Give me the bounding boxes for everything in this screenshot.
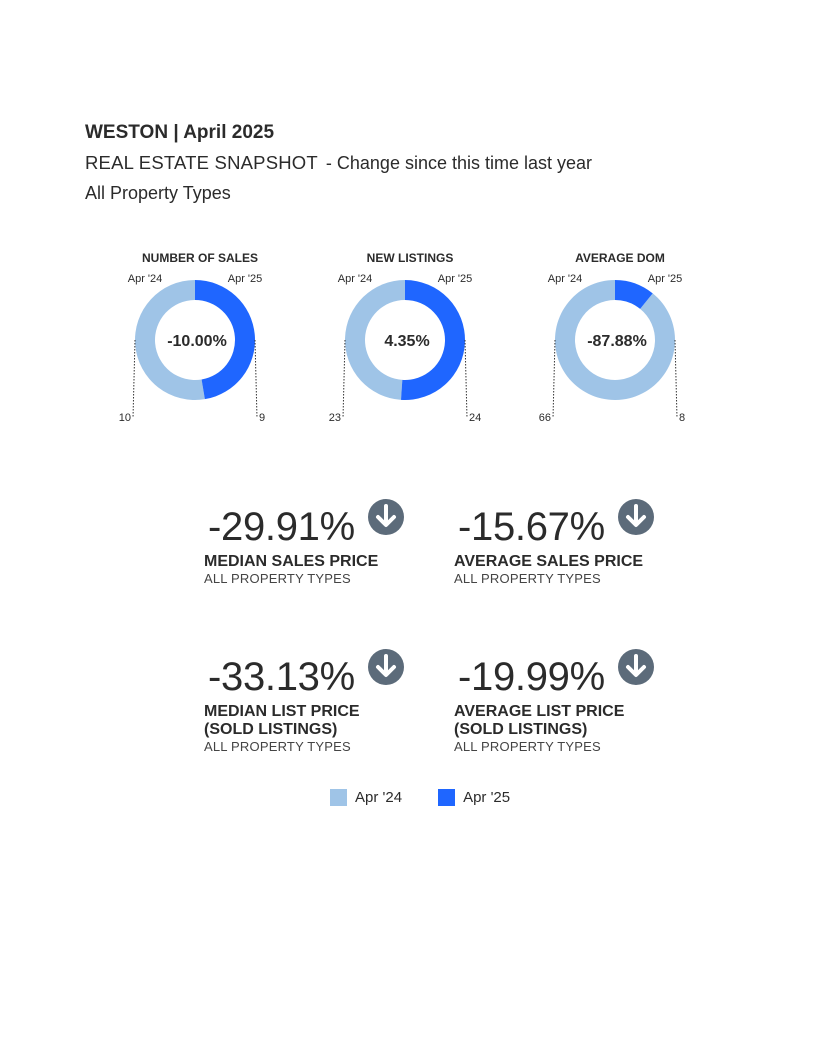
stat-median-list-price: -33.13% MEDIAN LIST PRICE (SOLD LISTINGS…	[204, 649, 444, 754]
donut-period-label: Apr '24	[338, 273, 373, 285]
chart-legend: Apr '24 Apr '25	[330, 789, 546, 806]
donut-chart-3: AVERAGE DOM Apr '24 Apr '25 -87.88% 66 8	[539, 251, 685, 424]
down-arrow-icon	[618, 499, 654, 535]
legend-item-prior: Apr '24	[330, 789, 402, 806]
leader-line	[464, 339, 468, 419]
donut-value-current: 24	[469, 412, 481, 424]
donut-value-prior: 10	[119, 412, 131, 424]
donut-center-label: 4.35%	[384, 333, 429, 350]
legend-label: Apr '25	[463, 789, 511, 806]
donut-slice-current	[615, 280, 653, 309]
donut-chart-2: NEW LISTINGS Apr '24 Apr '25 4.35% 23 24	[329, 251, 482, 424]
legend-label: Apr '24	[355, 789, 403, 806]
stat-value: -29.91%	[208, 505, 355, 549]
donut-center-label: -10.00%	[167, 333, 227, 350]
property-types-label: All Property Types	[85, 183, 231, 203]
leader-line	[254, 339, 258, 419]
donut-slice-prior	[344, 280, 405, 400]
stat-sub: ALL PROPERTY TYPES	[454, 739, 601, 754]
stat-median-sales-price: -29.91% MEDIAN SALES PRICE ALL PROPERTY …	[204, 499, 444, 586]
donut-period-label: Apr '25	[648, 273, 683, 285]
stat-sub: ALL PROPERTY TYPES	[204, 571, 351, 586]
blue-swatch-icon	[438, 789, 456, 806]
donut-period-label: Apr '24	[548, 273, 583, 285]
donut-slice-current	[195, 280, 255, 400]
stat-label: MEDIAN LIST PRICE	[204, 703, 360, 720]
donut-value-prior: 66	[539, 412, 551, 424]
stat-label: MEDIAN SALES PRICE	[204, 553, 379, 570]
donut-title: NUMBER OF SALES	[142, 251, 258, 265]
stat-value: -15.67%	[458, 505, 605, 549]
snapshot-label: REAL ESTATE SNAPSHOT	[85, 152, 318, 173]
change-note: - Change since this time last year	[325, 153, 593, 173]
donut-value-current: 8	[679, 412, 685, 424]
donut-title: AVERAGE DOM	[575, 251, 665, 265]
down-arrow-icon	[618, 649, 654, 685]
donut-chart-1: NUMBER OF SALES Apr '24 Apr '25 -10.00% 10 9	[119, 251, 265, 424]
donut-period-label: Apr '24	[128, 273, 163, 285]
donut-period-label: Apr '25	[438, 273, 473, 285]
stat-average-sales-price: -15.67% AVERAGE SALES PRICE ALL PROPERTY…	[454, 499, 694, 586]
down-arrow-icon	[368, 649, 404, 685]
stat-label-qualifier: (SOLD LISTINGS)	[204, 721, 338, 738]
stat-sub: ALL PROPERTY TYPES	[204, 739, 351, 754]
report-subheading: REAL ESTATE SNAPSHOT - Change since this …	[85, 151, 592, 175]
legend-item-current: Apr '25	[438, 789, 510, 806]
light-blue-swatch-icon	[330, 789, 347, 806]
donut-center-label: -87.88%	[587, 333, 647, 350]
stat-sub: ALL PROPERTY TYPES	[454, 571, 601, 586]
down-arrow-icon	[368, 499, 404, 535]
donut-slice-prior	[555, 280, 676, 400]
donut-value-prior: 23	[329, 412, 341, 424]
leader-line	[342, 339, 346, 419]
stat-value: -33.13%	[208, 655, 355, 699]
stat-label: AVERAGE SALES PRICE	[454, 553, 644, 570]
donut-slice-prior	[134, 280, 205, 400]
leader-line	[674, 339, 678, 419]
donut-period-label: Apr '25	[228, 273, 263, 285]
stat-value: -19.99%	[458, 655, 605, 699]
donut-title: NEW LISTINGS	[367, 251, 454, 265]
leader-line	[132, 339, 136, 419]
donut-slice-current	[400, 280, 465, 400]
report-title: WESTON | April 2025	[85, 122, 275, 143]
report-header: WESTON | April 2025 REAL ESTATE SNAPSHOT…	[85, 121, 592, 205]
stat-label: AVERAGE LIST PRICE	[454, 703, 625, 720]
stat-label-qualifier: (SOLD LISTINGS)	[454, 721, 588, 738]
donut-value-current: 9	[259, 412, 265, 424]
stat-average-list-price: -19.99% AVERAGE LIST PRICE (SOLD LISTING…	[454, 649, 694, 754]
leader-line	[552, 339, 556, 419]
